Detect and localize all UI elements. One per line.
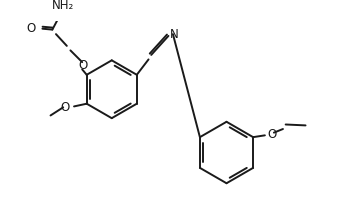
- Text: NH₂: NH₂: [52, 0, 74, 12]
- Text: O: O: [60, 101, 70, 114]
- Text: O: O: [27, 22, 36, 35]
- Text: O: O: [78, 59, 88, 72]
- Text: N: N: [170, 28, 179, 41]
- Text: O: O: [268, 128, 277, 141]
